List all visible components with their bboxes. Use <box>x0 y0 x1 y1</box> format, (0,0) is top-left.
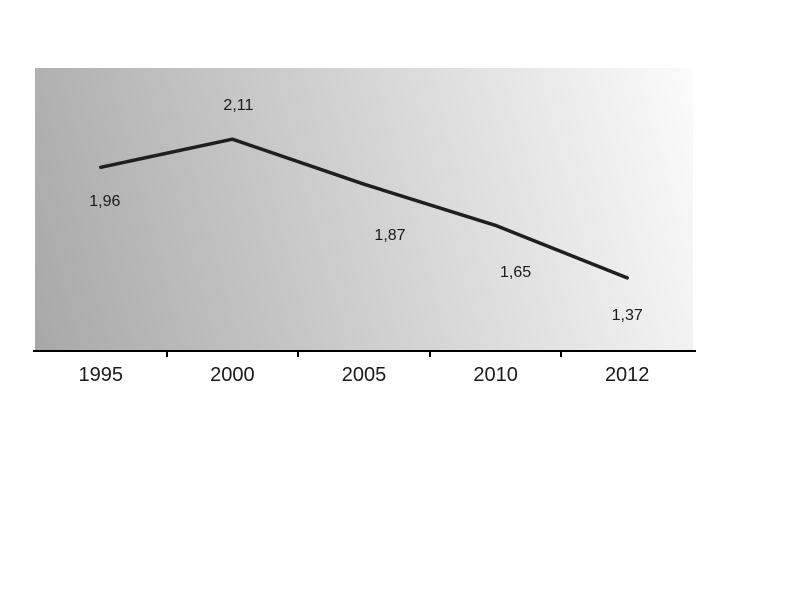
data-label: 1,37 <box>611 307 643 325</box>
x-axis-label: 2005 <box>341 364 387 386</box>
x-axis-label: 2010 <box>473 364 518 386</box>
plot-area <box>35 68 693 351</box>
data-label: 1,65 <box>500 264 532 282</box>
x-axis-label: 2000 <box>210 364 255 386</box>
data-label: 2,11 <box>223 97 254 115</box>
x-axis-tick <box>560 352 563 357</box>
x-axis-tick <box>428 352 431 357</box>
x-axis-tick <box>165 352 168 357</box>
x-axis-line <box>33 350 696 352</box>
x-axis-label: 1995 <box>78 364 124 386</box>
data-label: 1,87 <box>374 227 406 245</box>
data-label: 1,96 <box>89 193 121 211</box>
x-axis-tick <box>297 352 300 357</box>
x-axis-label: 2012 <box>604 364 650 386</box>
